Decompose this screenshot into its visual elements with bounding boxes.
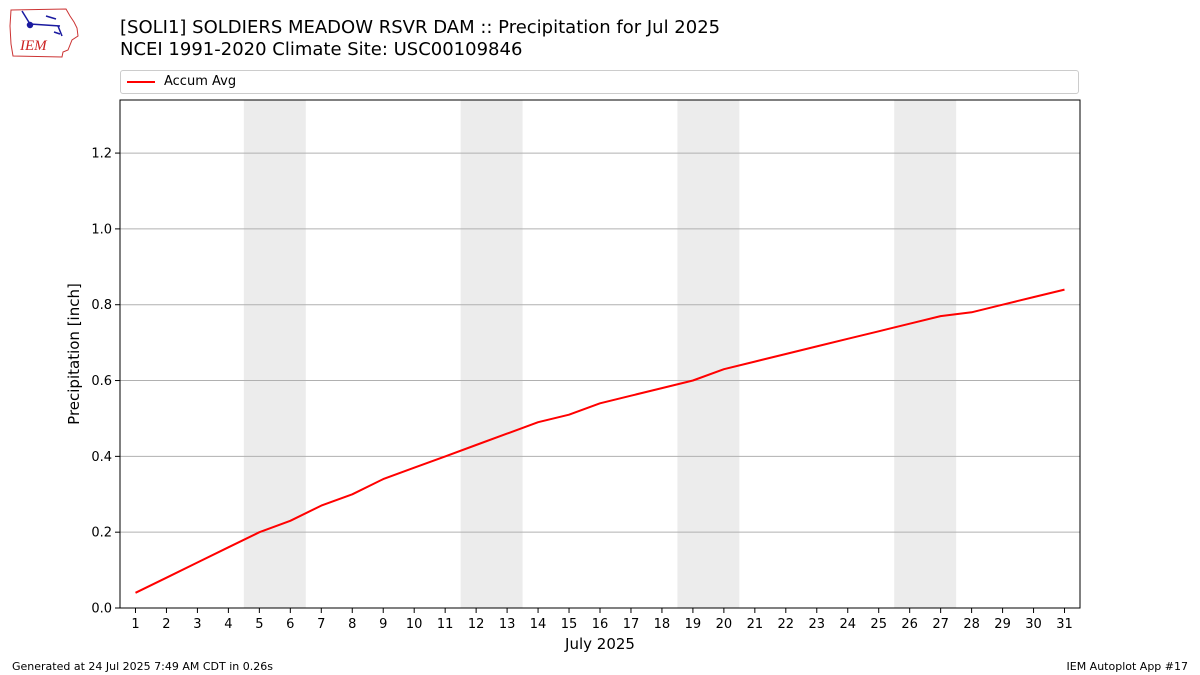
y-axis-label: Precipitation [inch] (65, 283, 83, 425)
x-tick-label: 29 (994, 617, 1011, 632)
legend-swatch-accum-avg (127, 81, 155, 83)
y-tick-label: 0.8 (91, 298, 112, 313)
series-line-accum-avg (135, 288, 1065, 594)
iem-logo: IEM (9, 8, 79, 58)
weekend-band-3 (677, 100, 740, 608)
x-tick-label: 25 (870, 617, 887, 632)
x-tick-label: 19 (685, 617, 702, 632)
x-tick-label: 9 (379, 617, 387, 632)
x-tick-label: 7 (317, 617, 325, 632)
chart-title: [SOLI1] SOLDIERS MEADOW RSVR DAM :: Prec… (120, 17, 721, 38)
x-tick-label: 24 (839, 617, 856, 632)
x-tick-label: 10 (406, 617, 423, 632)
x-tick-label: 30 (1025, 617, 1042, 632)
legend-label-accum-avg: Accum Avg (164, 74, 237, 89)
weekend-band-2 (460, 100, 523, 608)
x-tick-label: 13 (499, 617, 516, 632)
x-tick-label: 28 (963, 617, 980, 632)
weekend-band-4 (894, 100, 957, 608)
y-tick-label: 1.2 (91, 147, 112, 162)
logo-text: IEM (19, 38, 48, 54)
generated-timestamp: Generated at 24 Jul 2025 7:49 AM CDT in … (12, 660, 273, 673)
y-tick-label: 1.0 (91, 222, 112, 237)
x-tick-label: 12 (468, 617, 485, 632)
iowa-outline-shape (9, 8, 79, 58)
x-tick-label: 3 (193, 617, 201, 632)
x-tick-label: 1 (131, 617, 139, 632)
x-tick-label: 6 (286, 617, 294, 632)
plot-frame (119, 99, 1081, 609)
y-tick-label: 0.0 (91, 602, 112, 617)
chart-legend: Accum Avg (120, 70, 1079, 94)
weekend-band-1 (243, 100, 306, 608)
x-tick-label: 18 (654, 617, 671, 632)
y-tick-label: 0.2 (91, 526, 112, 541)
x-tick-label: 14 (530, 617, 547, 632)
y-tick-label: 0.4 (91, 450, 112, 465)
x-tick-label: 15 (561, 617, 578, 632)
y-tick-label: 0.6 (91, 374, 112, 389)
x-tick-label: 4 (224, 617, 232, 632)
x-tick-label: 11 (437, 617, 454, 632)
weather-station-icon (21, 10, 63, 37)
x-tick-label: 8 (348, 617, 356, 632)
x-tick-label: 26 (901, 617, 918, 632)
chart-subtitle: NCEI 1991-2020 Climate Site: USC00109846 (120, 39, 523, 60)
x-tick-label: 27 (932, 617, 949, 632)
x-tick-label: 23 (809, 617, 826, 632)
x-tick-label: 31 (1056, 617, 1073, 632)
x-axis-label: July 2025 (564, 635, 635, 653)
x-tick-label: 17 (623, 617, 640, 632)
x-tick-label: 5 (255, 617, 263, 632)
x-tick-label: 16 (592, 617, 609, 632)
x-tick-label: 2 (162, 617, 170, 632)
x-tick-label: 21 (747, 617, 764, 632)
app-credit: IEM Autoplot App #17 (1066, 660, 1189, 673)
x-tick-label: 20 (716, 617, 733, 632)
x-tick-label: 22 (778, 617, 795, 632)
